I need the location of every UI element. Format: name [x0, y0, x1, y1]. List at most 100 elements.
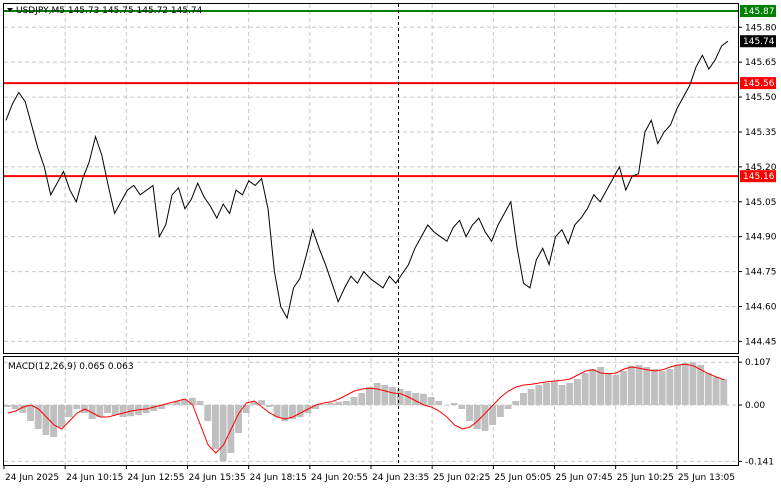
macd-bar — [427, 397, 435, 405]
macd-bar — [443, 405, 450, 406]
macd-bar — [342, 401, 350, 405]
macd-bar — [520, 393, 527, 405]
macd-signal — [7, 363, 725, 454]
price-series — [5, 40, 729, 320]
macd-bar — [57, 405, 65, 427]
macd-bar — [496, 405, 504, 417]
macd-bar — [412, 393, 420, 405]
macd-bar — [720, 379, 728, 405]
y-tick-label: 145.05 — [745, 198, 777, 208]
x-tick-label: 25 Jun 10:25 — [617, 473, 674, 483]
level-price-label: 145.56 — [743, 79, 775, 89]
x-tick-label: 25 Jun 02:25 — [433, 473, 490, 483]
level-price-label: 145.87 — [743, 7, 775, 17]
macd-bar — [358, 393, 366, 405]
macd-bar — [165, 404, 173, 405]
macd-bar — [658, 371, 666, 405]
macd-bar — [620, 371, 628, 405]
y-tick-label: 145.50 — [745, 93, 777, 103]
y-tick-label: 144.60 — [745, 302, 777, 312]
macd-bar — [219, 405, 227, 462]
current-price-tag — [740, 35, 776, 48]
y-tick-label: 144.90 — [745, 233, 777, 243]
macd-bar — [466, 405, 473, 421]
macd-header-text: MACD(12,26,9) 0.065 0.063 — [8, 362, 134, 372]
macd-y-tick-label: 0.107 — [745, 358, 771, 368]
macd-bar — [173, 401, 181, 405]
macd-bar — [419, 393, 427, 405]
macd-bar — [597, 367, 604, 405]
macd-bar — [196, 401, 204, 405]
x-tick-label: 24 Jun 2025 — [5, 473, 59, 483]
macd-bar — [104, 405, 111, 413]
macd-bar — [335, 401, 343, 405]
y-tick-label: 144.45 — [745, 337, 777, 347]
macd-bar — [34, 405, 42, 429]
macd-bar — [627, 365, 635, 405]
macd-bar — [643, 367, 651, 405]
macd-bar — [242, 405, 250, 413]
macd-bar — [489, 405, 497, 425]
macd-bar — [504, 405, 512, 409]
level-price-tag — [740, 4, 776, 17]
macd-bar — [88, 405, 96, 419]
price-line — [5, 40, 729, 320]
macd-y-tick-label: -0.141 — [745, 457, 774, 467]
macd-bar — [473, 405, 481, 429]
macd-bar — [435, 401, 443, 405]
x-tick-label: 24 Jun 15:35 — [189, 473, 246, 483]
macd-bar — [558, 385, 566, 405]
macd-bar — [96, 405, 104, 417]
macd-bar — [704, 373, 712, 405]
x-tick-label: 24 Jun 18:15 — [250, 473, 307, 483]
macd-bar — [635, 365, 643, 405]
macd-bar — [612, 375, 620, 405]
x-tick-label: 24 Jun 10:15 — [66, 473, 123, 483]
macd-bar — [312, 405, 319, 409]
x-axis: 24 Jun 2025 24 Jun 10:15 24 Jun 12:55 24 Ju… — [3, 465, 735, 483]
macd-bar — [458, 405, 466, 409]
current-price-label: 145.74 — [743, 37, 775, 47]
y-tick-label: 145.80 — [745, 23, 777, 33]
macd-bar — [481, 405, 489, 431]
macd-y-tick-label: 0.00 — [745, 401, 765, 411]
macd-bar — [697, 365, 705, 405]
symbol-header-text: USDJPY,M5 145.73 145.75 145.72 145.74 — [16, 6, 203, 16]
macd-bar — [65, 405, 73, 417]
macd-bar — [158, 405, 165, 409]
x-tick-label: 24 Jun 12:55 — [127, 473, 184, 483]
macd-bar — [19, 405, 27, 413]
macd-bar — [127, 405, 135, 417]
macd-bar — [651, 369, 658, 405]
x-tick-label: 25 Jun 07:45 — [556, 473, 613, 483]
y-tick-label: 144.75 — [745, 268, 777, 278]
dropdown-arrow-icon[interactable] — [7, 8, 13, 12]
macd-bar — [396, 389, 404, 405]
macd-bar — [566, 383, 574, 405]
macd-bar — [674, 365, 681, 405]
macd-bar — [212, 405, 219, 449]
x-tick-label: 25 Jun 13:05 — [678, 473, 735, 483]
macd-bar — [296, 405, 304, 417]
macd-bar — [265, 405, 273, 407]
level-price-tag — [740, 77, 776, 90]
macd-bar — [73, 405, 81, 409]
macd-bar — [666, 369, 674, 405]
macd-bar — [366, 387, 373, 405]
macd-bar — [27, 405, 34, 421]
macd-bar — [381, 385, 389, 405]
main-grid — [4, 4, 738, 353]
macd-bar — [604, 373, 612, 405]
macd-bar — [11, 405, 19, 409]
macd-bar — [327, 403, 335, 405]
macd-bar — [389, 387, 396, 405]
macd-bar — [111, 405, 119, 415]
macd-bar — [373, 383, 381, 405]
macd-bar — [150, 405, 158, 411]
macd-bar — [527, 389, 535, 405]
macd-bar — [404, 391, 412, 405]
macd-bar — [350, 397, 358, 405]
macd-bar — [258, 400, 266, 405]
